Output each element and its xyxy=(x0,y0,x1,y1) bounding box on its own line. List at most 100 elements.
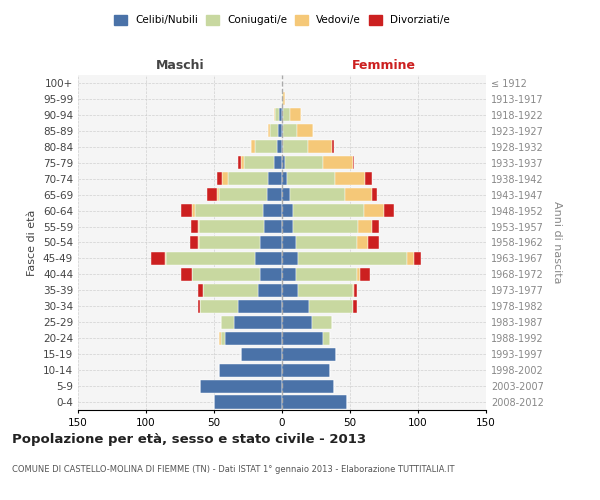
Bar xyxy=(207,188,217,201)
Bar xyxy=(192,268,260,281)
Bar xyxy=(308,140,332,153)
Bar xyxy=(191,220,197,233)
Bar xyxy=(251,140,255,153)
Bar xyxy=(279,108,282,122)
Bar xyxy=(323,332,329,345)
Bar xyxy=(257,284,282,297)
Bar xyxy=(282,108,283,122)
Bar xyxy=(368,236,379,249)
Bar xyxy=(335,172,365,185)
Bar xyxy=(238,300,282,313)
Bar xyxy=(282,284,298,297)
Bar xyxy=(241,156,244,170)
Bar xyxy=(364,204,384,217)
Bar xyxy=(283,108,290,122)
Bar xyxy=(220,188,267,201)
Bar xyxy=(244,156,274,170)
Bar xyxy=(290,108,301,122)
Bar xyxy=(323,156,353,170)
Text: COMUNE DI CASTELLO-MOLINA DI FIEMME (TN) - Dati ISTAT 1° gennaio 2013 - Elaboraz: COMUNE DI CASTELLO-MOLINA DI FIEMME (TN)… xyxy=(12,465,455,474)
Bar xyxy=(199,236,260,249)
Bar xyxy=(357,236,368,249)
Bar xyxy=(359,268,370,281)
Y-axis label: Anni di nascita: Anni di nascita xyxy=(552,201,562,284)
Bar xyxy=(365,172,372,185)
Bar xyxy=(283,124,297,138)
Bar xyxy=(298,284,353,297)
Bar xyxy=(282,156,285,170)
Bar xyxy=(217,188,220,201)
Bar xyxy=(267,188,282,201)
Bar xyxy=(285,156,323,170)
Bar xyxy=(263,204,282,217)
Bar xyxy=(407,252,414,265)
Bar xyxy=(181,268,192,281)
Legend: Celibi/Nubili, Coniugati/e, Vedovi/e, Divorziati/e: Celibi/Nubili, Coniugati/e, Vedovi/e, Di… xyxy=(114,15,450,26)
Bar xyxy=(282,124,283,138)
Bar xyxy=(274,108,275,122)
Bar xyxy=(282,204,293,217)
Bar xyxy=(296,268,357,281)
Bar xyxy=(282,140,283,153)
Bar xyxy=(165,252,166,265)
Bar xyxy=(344,188,372,201)
Text: Femmine: Femmine xyxy=(352,59,416,72)
Bar xyxy=(255,140,277,153)
Bar xyxy=(200,380,282,392)
Bar xyxy=(282,236,296,249)
Bar xyxy=(282,396,347,408)
Bar xyxy=(225,332,282,345)
Bar xyxy=(282,300,309,313)
Bar xyxy=(220,332,221,345)
Bar xyxy=(268,172,282,185)
Bar xyxy=(166,252,255,265)
Bar xyxy=(221,332,225,345)
Bar xyxy=(203,284,257,297)
Bar xyxy=(195,204,263,217)
Bar xyxy=(290,188,344,201)
Bar xyxy=(278,124,282,138)
Bar xyxy=(309,300,353,313)
Bar xyxy=(332,140,334,153)
Bar xyxy=(199,220,265,233)
Bar xyxy=(270,124,278,138)
Bar xyxy=(260,268,282,281)
Bar xyxy=(241,348,282,360)
Bar xyxy=(282,92,283,106)
Bar xyxy=(260,236,282,249)
Bar xyxy=(298,252,407,265)
Bar xyxy=(282,348,337,360)
Bar xyxy=(353,284,354,297)
Bar xyxy=(283,92,285,106)
Bar xyxy=(277,140,282,153)
Bar xyxy=(372,188,377,201)
Text: Popolazione per età, sesso e stato civile - 2013: Popolazione per età, sesso e stato civil… xyxy=(12,432,366,446)
Bar xyxy=(222,172,227,185)
Bar xyxy=(197,284,203,297)
Bar xyxy=(265,220,282,233)
Bar xyxy=(414,252,421,265)
Bar xyxy=(197,236,199,249)
Bar xyxy=(255,252,282,265)
Y-axis label: Fasce di età: Fasce di età xyxy=(28,210,37,276)
Bar xyxy=(296,236,357,249)
Bar xyxy=(221,316,235,329)
Text: Maschi: Maschi xyxy=(155,59,205,72)
Bar xyxy=(197,220,199,233)
Bar xyxy=(197,300,200,313)
Bar xyxy=(192,204,195,217)
Bar xyxy=(282,332,323,345)
Bar xyxy=(227,172,268,185)
Bar xyxy=(354,284,357,297)
Bar xyxy=(384,204,394,217)
Bar xyxy=(353,156,354,170)
Bar xyxy=(283,140,308,153)
Bar xyxy=(372,220,379,233)
Bar xyxy=(214,396,282,408)
Bar xyxy=(268,124,270,138)
Bar xyxy=(358,220,372,233)
Bar xyxy=(274,156,282,170)
Bar xyxy=(238,156,241,170)
Bar xyxy=(181,204,192,217)
Bar xyxy=(220,364,282,376)
